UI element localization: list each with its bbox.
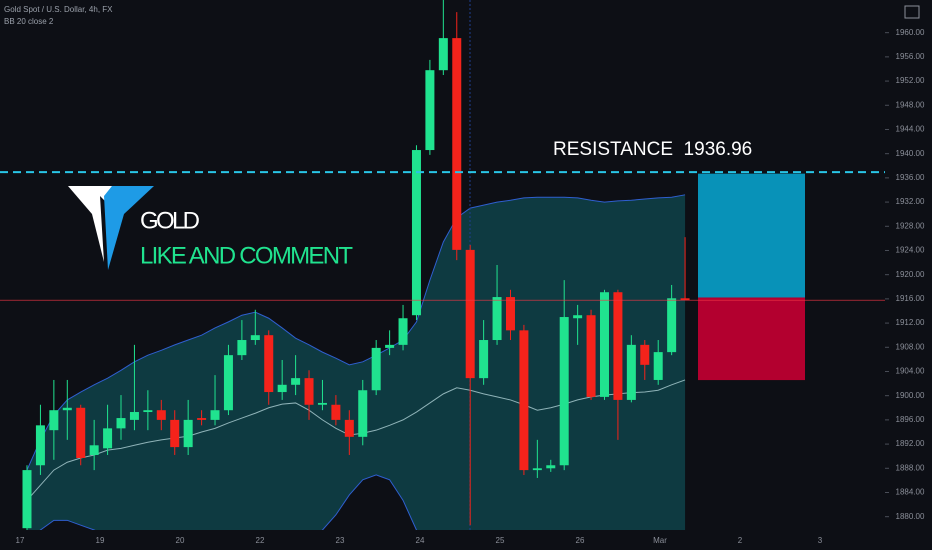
y-tick-label: 1900.00 [896, 391, 925, 400]
candle-body [371, 347, 381, 391]
candle-body [103, 428, 113, 449]
candle-body [411, 150, 421, 316]
symbol-title: Gold Spot / U.S. Dollar, 4h, FX [4, 5, 113, 14]
position-loss [698, 297, 805, 381]
candle-body [304, 378, 314, 405]
candle-body [223, 355, 233, 411]
y-tick-label: 1916.00 [896, 294, 925, 303]
candle-body [626, 344, 636, 400]
candle-body [398, 318, 408, 345]
logo [68, 186, 154, 270]
y-tick-label: 1928.00 [896, 221, 925, 230]
x-tick-label: 24 [416, 536, 425, 545]
candles-layer [22, 0, 690, 530]
candle-body [667, 298, 677, 353]
candle-body [344, 419, 354, 437]
y-tick-label: 1884.00 [896, 488, 925, 497]
x-tick-label: 19 [96, 536, 105, 545]
headline: GOLD [140, 207, 200, 234]
candle-body [331, 404, 341, 420]
candle-body [264, 335, 274, 393]
candle-body [250, 335, 260, 341]
axis-layer: 1960.00 1956.00 1952.00 1948.00 1944.00 1940.… [16, 28, 925, 545]
y-tick-label: 1948.00 [896, 100, 925, 109]
candle-body [277, 384, 287, 393]
candle-body [49, 410, 59, 431]
y-tick-label: 1936.00 [896, 173, 925, 182]
y-tick-label: 1908.00 [896, 342, 925, 351]
candle-body [62, 407, 72, 411]
subheadline: LIKE AND COMMENT [140, 242, 353, 269]
screenshot-icon[interactable] [904, 5, 920, 19]
indicator-title: BB 20 close 2 [4, 17, 54, 26]
y-tick-label: 1952.00 [896, 76, 925, 85]
y-tick-label: 1912.00 [896, 318, 925, 327]
candle-body [237, 340, 247, 356]
candle-body [35, 425, 45, 466]
candle-body [573, 315, 583, 319]
candle-body [532, 468, 542, 471]
candle-body [76, 407, 86, 459]
x-tick-label: Mar [653, 536, 667, 545]
y-tick-label: 1924.00 [896, 246, 925, 255]
x-tick-label: 26 [576, 536, 585, 545]
candle-body [156, 410, 166, 420]
candle-body [640, 344, 650, 365]
candle-body [129, 412, 139, 420]
y-tick-label: 1920.00 [896, 270, 925, 279]
y-tick-label: 1960.00 [896, 28, 925, 37]
candle-body [183, 419, 193, 448]
price-axis [885, 0, 932, 550]
x-tick-label: 3 [818, 536, 823, 545]
candle-body [680, 298, 690, 301]
candle-body [452, 38, 462, 250]
candle-body [89, 445, 99, 455]
x-tick-label: 2 [738, 536, 743, 545]
candle-body [613, 292, 623, 400]
candle-body [599, 292, 609, 397]
y-tick-label: 1888.00 [896, 463, 925, 472]
y-tick-label: 1956.00 [896, 52, 925, 61]
candle-body [479, 340, 489, 379]
resistance-label: RESISTANCE 1936.96 [553, 139, 752, 160]
band-basis [26, 379, 686, 501]
y-tick-label: 1944.00 [896, 125, 925, 134]
candle-body [317, 402, 327, 405]
candle-body [425, 70, 435, 151]
candle-body [559, 317, 569, 466]
candle-body [291, 378, 301, 385]
x-tick-label: 22 [256, 536, 265, 545]
candle-body [385, 344, 395, 348]
x-tick-label: 23 [336, 536, 345, 545]
y-tick-label: 1892.00 [896, 439, 925, 448]
band-upper [26, 194, 686, 471]
candle-body [492, 297, 502, 341]
candle-body [197, 418, 207, 420]
y-tick-label: 1940.00 [896, 149, 925, 158]
y-tick-label: 1896.00 [896, 415, 925, 424]
y-tick-label: 1880.00 [896, 512, 925, 521]
candle-body [653, 352, 663, 380]
candle-body [438, 38, 448, 71]
candle-body [546, 465, 556, 469]
candle-body [210, 410, 220, 420]
band-lower [39, 474, 418, 530]
x-tick-label: 25 [496, 536, 505, 545]
candle-body [519, 330, 529, 471]
candle-body [22, 470, 32, 529]
time-axis [0, 530, 885, 550]
position-profit [698, 173, 805, 298]
y-tick-label: 1932.00 [896, 197, 925, 206]
candle-body [116, 418, 126, 429]
candle-body [586, 315, 596, 397]
y-tick-label: 1904.00 [896, 367, 925, 376]
candle-body [143, 410, 153, 413]
x-tick-label: 17 [16, 536, 25, 545]
candle-body [358, 390, 368, 437]
x-tick-label: 20 [176, 536, 185, 545]
candle-body [465, 249, 475, 379]
candle-body [505, 297, 515, 331]
candle-body [170, 419, 180, 448]
